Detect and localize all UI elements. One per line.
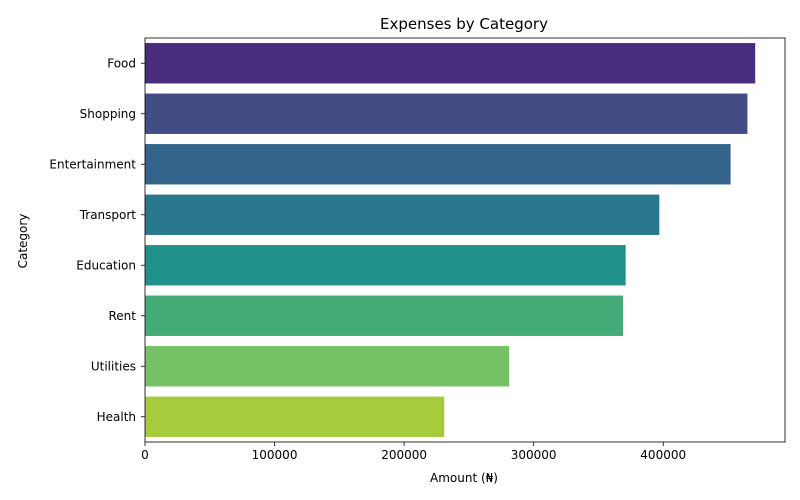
x-tick-label: 400000 [640,448,686,462]
y-tick-label: Entertainment [49,157,136,171]
x-tick-label: 200000 [381,448,427,462]
bar-utilities [145,346,510,387]
x-tick-label: 100000 [252,448,298,462]
y-tick-label: Health [97,410,136,424]
bar-food [145,43,756,84]
bar-shopping [145,93,748,134]
y-tick-label: Utilities [91,359,136,373]
bar-transport [145,194,660,235]
y-tick-label: Rent [109,309,137,323]
y-tick-label: Shopping [80,107,136,121]
plot-frame [144,37,786,443]
x-tick-label: 300000 [511,448,557,462]
y-axis-label: Category [16,214,30,269]
x-axis-label: Amount (₦) [430,471,498,485]
bar-entertainment [145,144,731,185]
x-tick-label: 0 [141,448,149,462]
bar-education [145,245,626,286]
y-tick-label: Education [76,258,136,272]
bar-rent [145,295,624,336]
bar-health [145,396,445,437]
y-tick-label: Transport [79,208,137,222]
chart-title: Expenses by Category [380,15,548,33]
y-tick-label: Food [107,56,136,70]
